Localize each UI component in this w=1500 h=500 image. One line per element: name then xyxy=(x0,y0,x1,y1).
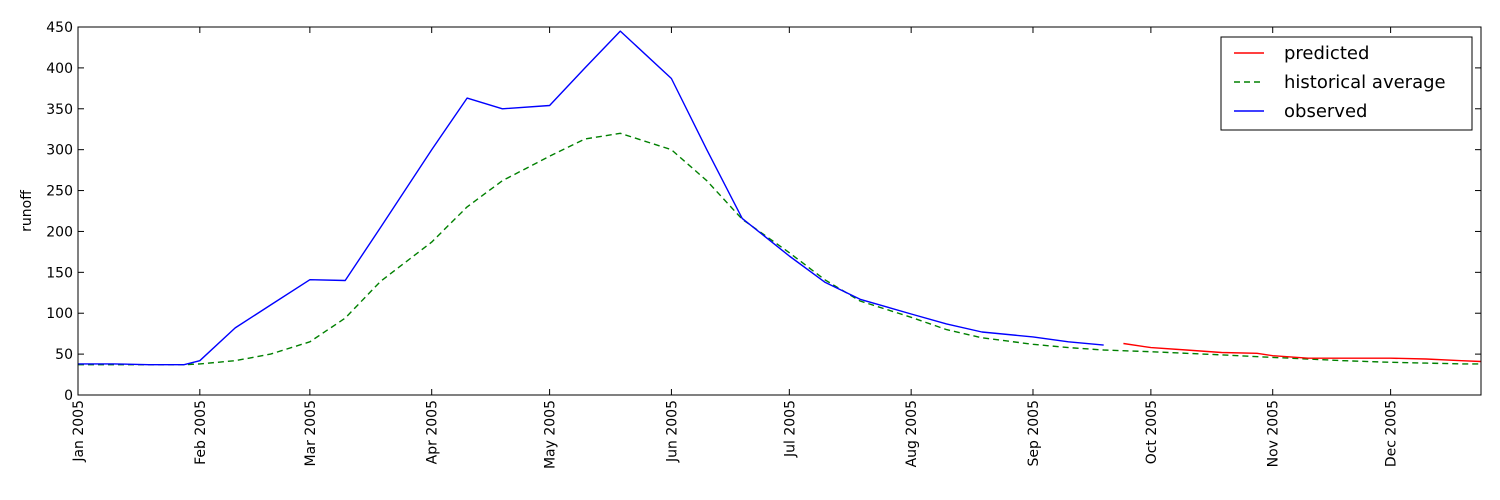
series-line-historical-average xyxy=(78,132,1481,366)
x-tick-label: Aug 2005 xyxy=(904,400,920,467)
legend-label: historical average xyxy=(1284,72,1446,93)
x-tick-label: Apr 2005 xyxy=(425,400,441,464)
legend-label: observed xyxy=(1284,101,1367,122)
legend-label: predicted xyxy=(1284,43,1369,64)
x-tick-label: Dec 2005 xyxy=(1384,400,1400,467)
y-tick-label: 50 xyxy=(55,347,73,363)
x-tick-label: Jun 2005 xyxy=(664,400,680,463)
legend: predicted historical average observed xyxy=(1220,36,1473,131)
x-tick-label: Jul 2005 xyxy=(782,400,798,458)
x-tick-label: Jan 2005 xyxy=(71,400,87,463)
x-tick-label: Nov 2005 xyxy=(1266,400,1282,467)
y-tick-label: 350 xyxy=(46,102,73,118)
plot-frame xyxy=(77,26,1482,396)
series-line-observed xyxy=(78,30,1104,366)
ticks-layer: 0 50 100 150 200 250 300 350 400 450 Jan 2005 Feb 2… xyxy=(46,20,1481,469)
x-tick-label: Sep 2005 xyxy=(1026,400,1042,466)
y-tick-label: 0 xyxy=(64,388,73,404)
series-layer xyxy=(78,30,1482,366)
y-axis-label: runoff xyxy=(19,190,35,232)
x-tick-label: Mar 2005 xyxy=(303,400,319,467)
x-tick-label: Feb 2005 xyxy=(193,400,209,465)
y-tick-label: 200 xyxy=(46,224,73,240)
y-tick-label: 400 xyxy=(46,61,73,77)
y-tick-label: 150 xyxy=(46,265,73,281)
y-tick-label: 100 xyxy=(46,306,73,322)
x-tick-label: Oct 2005 xyxy=(1144,400,1160,464)
series-line-predicted xyxy=(1123,342,1482,363)
y-tick-label: 250 xyxy=(46,184,73,200)
y-tick-label: 300 xyxy=(46,143,73,159)
x-tick-label: May 2005 xyxy=(543,400,559,469)
y-tick-label: 450 xyxy=(46,20,73,36)
